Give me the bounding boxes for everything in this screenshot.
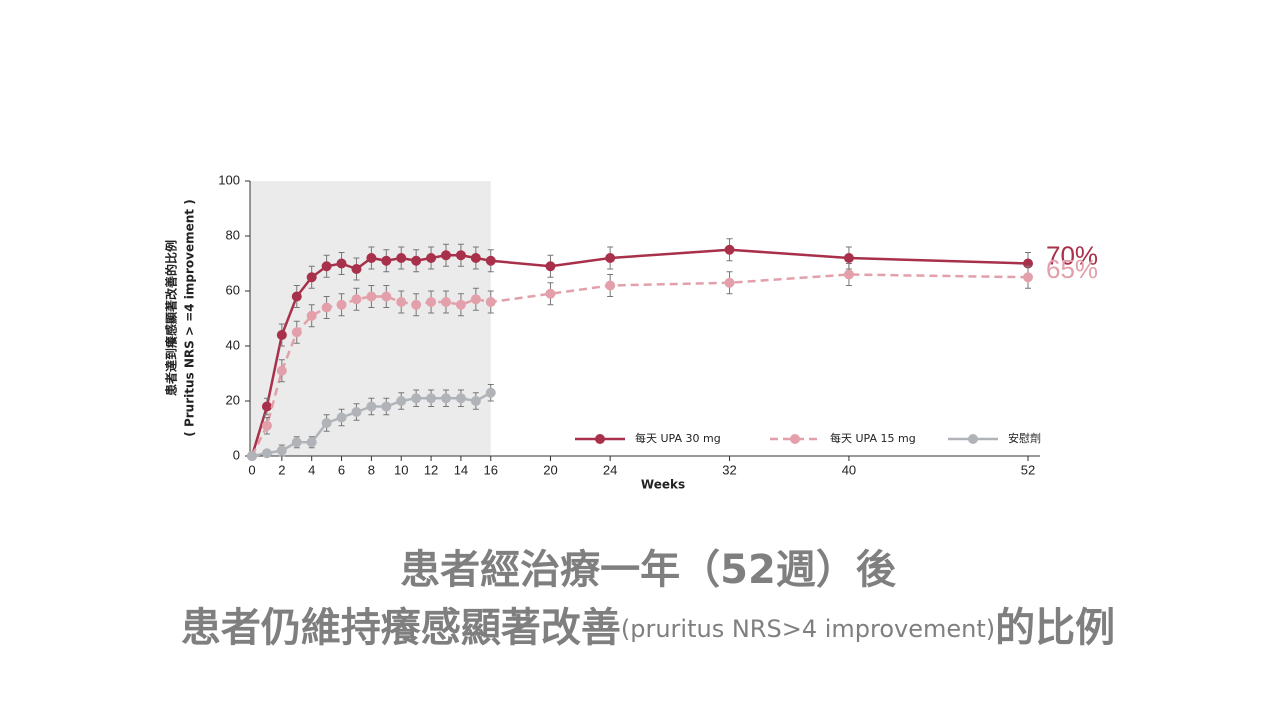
caption-part: 的比例 — [995, 605, 1115, 651]
data-point — [411, 255, 422, 266]
x-tick-label: 8 — [368, 462, 375, 477]
y-tick-label: 20 — [226, 392, 240, 407]
y-tick-label: 100 — [218, 172, 240, 187]
legend-swatch — [790, 434, 800, 444]
y-tick-label: 80 — [226, 227, 240, 242]
data-point — [306, 272, 317, 283]
data-point — [545, 288, 556, 299]
y-axis-title: ( Pruritus NRS > =4 improvement ) — [183, 199, 197, 436]
data-point — [261, 448, 272, 459]
data-point — [411, 393, 422, 404]
data-point — [455, 299, 466, 310]
x-axis-title: Weeks — [641, 478, 685, 492]
legend-swatch — [595, 434, 605, 444]
data-point — [396, 297, 407, 307]
series-line — [250, 248, 1029, 457]
data-point — [381, 291, 392, 302]
data-point — [306, 437, 317, 448]
data-point — [306, 310, 317, 321]
x-tick-label: 0 — [248, 462, 255, 477]
data-point — [261, 401, 272, 412]
data-point — [485, 387, 496, 398]
data-point — [366, 253, 377, 263]
data-point — [724, 277, 735, 288]
data-point — [321, 418, 332, 428]
data-point — [485, 297, 496, 307]
x-tick-label: 4 — [308, 462, 315, 477]
data-point — [276, 365, 287, 376]
data-point — [291, 437, 302, 448]
data-point — [545, 261, 556, 272]
caption-line: 患者仍維持癢感顯著改善(pruritus NRS>4 improvement)的… — [181, 605, 1115, 651]
data-point — [1023, 272, 1033, 283]
x-tick-label: 10 — [394, 462, 408, 477]
data-point — [261, 420, 272, 431]
x-tick-label: 24 — [603, 462, 617, 477]
data-point — [843, 269, 854, 280]
x-tick-label: 2 — [278, 462, 285, 477]
data-point — [381, 255, 392, 266]
data-point — [426, 297, 437, 307]
data-point — [470, 294, 481, 305]
data-point — [396, 253, 407, 263]
legend-label: 每天 UPA 15 mg — [830, 431, 916, 445]
data-point — [470, 396, 481, 406]
data-point — [321, 302, 332, 313]
data-point — [843, 253, 854, 263]
data-point — [441, 250, 451, 261]
data-point — [455, 250, 466, 261]
series-line — [250, 273, 1029, 457]
data-point — [724, 244, 735, 255]
y-tick-label: 60 — [226, 282, 240, 297]
y-tick-label: 0 — [233, 447, 240, 462]
caption-part: 患者仍維持癢感顯著改善 — [181, 605, 621, 651]
data-point — [336, 258, 347, 269]
y-axis-title: 患者達到癢感顯著改善的比例 — [164, 240, 179, 396]
data-point — [470, 253, 481, 263]
data-point — [605, 253, 616, 263]
data-point — [366, 291, 377, 302]
x-tick-label: 16 — [484, 462, 498, 477]
data-point — [336, 299, 347, 310]
data-point — [426, 393, 437, 404]
end-label: 70% — [1046, 240, 1098, 270]
data-point — [411, 299, 422, 310]
data-point — [351, 407, 362, 417]
data-point — [276, 445, 287, 456]
caption-line: 患者經治療一年（52週）後 — [400, 547, 897, 593]
data-point — [366, 401, 377, 412]
data-point — [396, 396, 407, 406]
data-point — [441, 297, 451, 307]
data-point — [381, 401, 392, 412]
x-tick-label: 52 — [1021, 462, 1035, 477]
x-tick-label: 40 — [842, 462, 856, 477]
x-tick-label: 6 — [338, 462, 345, 477]
x-tick-label: 20 — [543, 462, 557, 477]
caption-part: (pruritus NRS>4 improvement) — [621, 615, 995, 643]
y-tick-label: 40 — [226, 337, 240, 352]
data-point — [605, 280, 616, 291]
legend-swatch — [968, 434, 978, 444]
data-point — [351, 294, 362, 305]
end-label: 65% — [1046, 254, 1098, 284]
data-point — [276, 330, 287, 340]
x-tick-label: 32 — [722, 462, 736, 477]
data-point — [441, 393, 451, 404]
legend-label: 每天 UPA 30 mg — [635, 431, 721, 445]
data-point — [485, 255, 496, 266]
data-point — [455, 393, 466, 404]
legend-label: 安慰劑 — [1008, 431, 1041, 445]
data-point — [291, 291, 302, 302]
x-tick-label: 12 — [424, 462, 438, 477]
data-point — [247, 451, 257, 461]
data-point — [291, 327, 302, 338]
x-tick-label: 14 — [454, 462, 468, 477]
data-point — [336, 412, 347, 423]
data-point — [321, 261, 332, 272]
data-point — [351, 264, 362, 274]
data-point — [426, 253, 437, 263]
